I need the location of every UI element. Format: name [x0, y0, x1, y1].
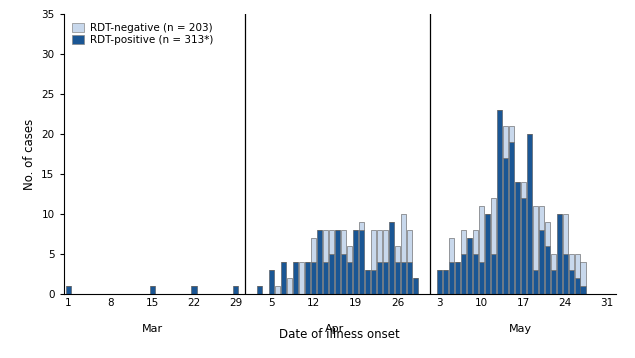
Bar	[311, 238, 316, 262]
Bar	[521, 198, 526, 294]
Bar	[551, 270, 556, 294]
Bar	[521, 182, 526, 198]
Bar	[389, 222, 394, 294]
Bar	[568, 254, 573, 270]
Bar	[365, 270, 370, 294]
Bar	[491, 198, 496, 254]
Bar	[401, 262, 406, 294]
Bar	[377, 262, 382, 294]
Bar	[305, 262, 311, 294]
Bar	[503, 158, 508, 294]
Bar	[191, 286, 196, 294]
Bar	[556, 214, 561, 294]
Bar	[575, 277, 580, 294]
Bar	[467, 238, 472, 294]
Bar	[491, 254, 496, 294]
Bar	[479, 206, 484, 262]
Bar	[533, 206, 538, 270]
Bar	[538, 206, 544, 230]
Bar	[287, 277, 292, 294]
Legend: RDT-negative (n = 203), RDT-positive (n = 313*): RDT-negative (n = 203), RDT-positive (n …	[69, 20, 216, 48]
Bar	[383, 230, 388, 262]
Bar	[371, 230, 376, 270]
Bar	[311, 262, 316, 294]
Bar	[359, 230, 364, 294]
Bar	[401, 214, 406, 262]
Bar	[575, 254, 580, 277]
Bar	[568, 270, 573, 294]
Bar	[371, 270, 376, 294]
Bar	[437, 270, 442, 294]
Bar	[281, 262, 286, 294]
Bar	[526, 134, 531, 294]
Bar	[347, 246, 352, 262]
Bar	[551, 254, 556, 270]
Bar	[66, 286, 71, 294]
Bar	[455, 262, 460, 294]
Bar	[299, 262, 304, 294]
Bar	[335, 230, 340, 294]
Bar	[323, 262, 328, 294]
Bar	[413, 277, 418, 294]
Bar	[514, 182, 519, 294]
Bar	[472, 230, 478, 254]
Text: May: May	[509, 324, 531, 334]
Bar	[533, 270, 538, 294]
Bar	[257, 286, 262, 294]
Bar	[275, 286, 280, 294]
Bar	[479, 262, 484, 294]
Bar	[449, 238, 454, 262]
Bar	[545, 246, 550, 294]
Bar	[347, 262, 352, 294]
Bar	[497, 110, 502, 294]
Bar	[341, 254, 346, 294]
Bar	[359, 222, 364, 230]
Bar	[329, 254, 334, 294]
Bar	[580, 286, 585, 294]
Bar	[545, 222, 550, 246]
Bar	[563, 254, 568, 294]
Bar	[472, 254, 478, 294]
Bar	[449, 262, 454, 294]
Bar	[461, 230, 466, 254]
Bar	[395, 246, 400, 262]
Bar	[395, 262, 400, 294]
Bar	[269, 270, 274, 294]
Bar	[503, 126, 508, 158]
Bar	[485, 214, 490, 294]
Bar	[341, 230, 346, 254]
Text: Mar: Mar	[142, 324, 163, 334]
Bar	[509, 126, 514, 142]
Bar	[461, 254, 466, 294]
X-axis label: Date of illness onset: Date of illness onset	[279, 328, 400, 341]
Text: Apr: Apr	[325, 324, 344, 334]
Bar	[323, 230, 328, 262]
Bar	[443, 270, 448, 294]
Bar	[233, 286, 238, 294]
Bar	[149, 286, 155, 294]
Bar	[407, 262, 412, 294]
Bar	[580, 262, 585, 286]
Bar	[317, 230, 322, 294]
Bar	[563, 214, 568, 254]
Bar	[509, 142, 514, 294]
Y-axis label: No. of cases: No. of cases	[23, 118, 36, 190]
Bar	[329, 230, 334, 254]
Bar	[383, 262, 388, 294]
Bar	[407, 230, 412, 262]
Bar	[538, 230, 544, 294]
Bar	[377, 230, 382, 262]
Bar	[353, 230, 358, 294]
Bar	[293, 262, 298, 294]
